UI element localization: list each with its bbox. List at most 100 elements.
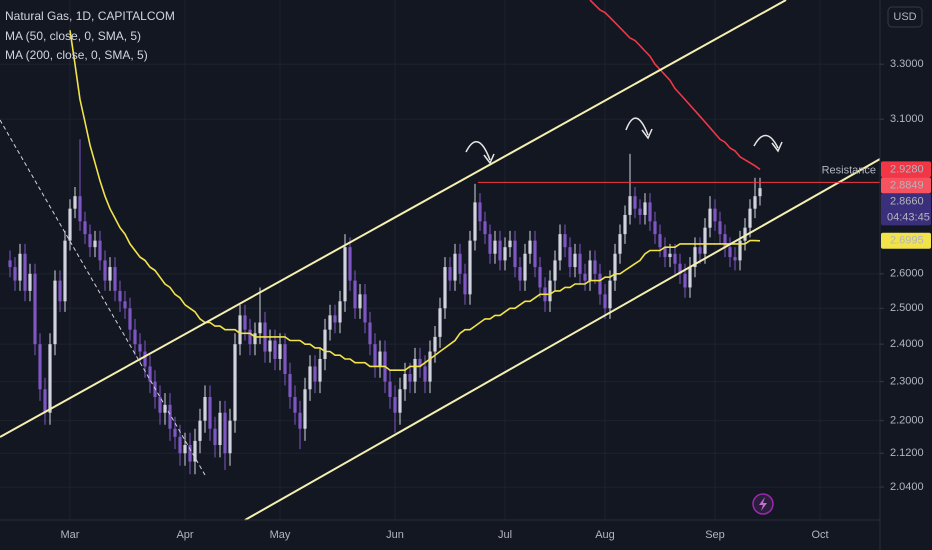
candle-body	[738, 240, 742, 261]
x-tick-label: Aug	[595, 529, 615, 541]
candle-body	[428, 351, 432, 382]
candle-body	[23, 253, 27, 291]
candle-body	[393, 397, 397, 413]
candle-body	[548, 280, 552, 302]
candle-body	[8, 260, 12, 268]
candle-body	[728, 247, 732, 258]
candle-body	[403, 373, 407, 390]
candle-body	[13, 267, 17, 281]
candle-body	[358, 294, 362, 309]
candle-body	[443, 267, 447, 309]
candle-body	[628, 196, 632, 215]
y-tick-label: 2.2000	[890, 415, 924, 427]
candle-body	[458, 253, 462, 274]
candle-body	[183, 444, 187, 454]
x-tick-label: May	[270, 529, 291, 541]
currency-button[interactable]	[887, 6, 923, 28]
candle-body	[688, 267, 692, 288]
candle-body	[623, 214, 627, 235]
candle-body	[258, 322, 262, 334]
candle-body	[368, 322, 372, 345]
candle-body	[98, 240, 102, 261]
drawings: Resistance	[0, 0, 881, 521]
y-tick-label: 3.3000	[890, 58, 924, 70]
price-label-box	[881, 232, 931, 249]
candle-body	[93, 240, 97, 248]
ma-line	[69, 30, 761, 371]
candle-body	[313, 366, 317, 382]
y-tick-label: 2.3000	[890, 376, 924, 388]
candle-body	[533, 240, 537, 268]
candle-body	[448, 267, 452, 281]
candle-body	[423, 366, 427, 382]
channel-lower	[244, 158, 881, 521]
candle-body	[528, 240, 532, 254]
candle-body	[508, 240, 512, 248]
candle-body	[468, 240, 472, 295]
candle-body	[108, 267, 112, 281]
y-tick-label: 2.6000	[890, 268, 924, 280]
resistance-label: Resistance	[822, 164, 876, 176]
y-tick-label: 3.1000	[890, 113, 924, 125]
candle-body	[203, 397, 207, 421]
candle-body	[378, 351, 382, 367]
candle-body	[333, 315, 337, 323]
candle-body	[708, 208, 712, 228]
candle-body	[233, 344, 237, 421]
candle-body	[753, 196, 757, 209]
candle-body	[238, 315, 242, 345]
candle-body	[253, 333, 257, 345]
x-tick-label: Jun	[386, 529, 404, 541]
candle-body	[698, 247, 702, 254]
x-tick-label: Apr	[176, 529, 193, 541]
candle-body	[563, 234, 567, 248]
candle-body	[353, 280, 357, 309]
dashed-trend	[0, 119, 206, 476]
plot	[8, 0, 762, 475]
candle-body	[193, 440, 197, 462]
price-label-box	[881, 177, 931, 194]
candle-body	[663, 247, 667, 258]
candle-body	[613, 253, 617, 281]
legend-entry: MA (50, close, 0, SMA, 5)	[5, 29, 141, 43]
candle-body	[568, 247, 572, 268]
candle-body	[583, 273, 587, 281]
price-label: 2.8660	[890, 195, 924, 207]
candle-body	[498, 240, 502, 261]
candle-body	[248, 329, 252, 345]
candle-body	[373, 344, 377, 367]
channel-upper	[0, 0, 787, 438]
candle-body	[293, 397, 297, 413]
ma-line	[589, 0, 761, 171]
arrow	[625, 117, 653, 140]
candle-body	[113, 267, 117, 291]
candle-body	[123, 301, 127, 309]
candle-body	[718, 221, 722, 235]
candle-body	[318, 358, 322, 382]
price-label-box	[881, 193, 931, 226]
candle-body	[598, 273, 602, 295]
candle-body	[518, 267, 522, 281]
candle-body	[433, 336, 437, 352]
candle-body	[638, 208, 642, 215]
currency[interactable]: USD	[893, 11, 916, 23]
candle-body	[488, 234, 492, 254]
candle-body	[288, 373, 292, 398]
candle-body	[38, 344, 42, 390]
candle-body	[78, 196, 82, 222]
candle-body	[363, 294, 367, 323]
candle-body	[643, 202, 647, 215]
candle-body	[178, 436, 182, 454]
candle-body	[228, 420, 232, 454]
x-tick-label: Sep	[705, 529, 725, 541]
candle-body	[388, 381, 392, 398]
y-tick-label: 2.5000	[890, 302, 924, 314]
candle-body	[748, 208, 752, 228]
candle-body	[678, 263, 682, 274]
candle-body	[83, 221, 87, 235]
candle-body	[58, 280, 62, 302]
candle-body	[53, 280, 57, 345]
candle-body	[618, 234, 622, 254]
candle-body	[693, 247, 697, 268]
